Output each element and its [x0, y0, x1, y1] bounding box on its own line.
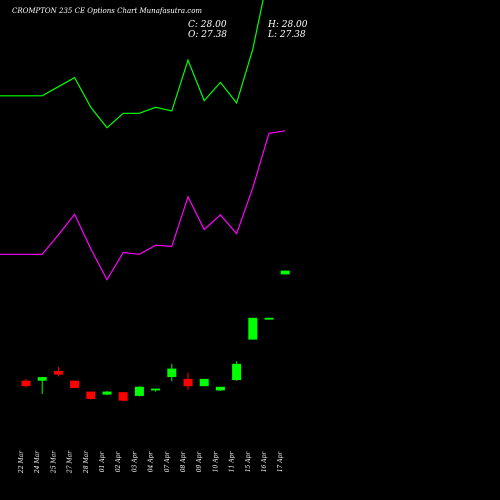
candle-body: [264, 317, 274, 320]
candle: [280, 270, 290, 275]
candle-body: [134, 386, 144, 396]
x-tick-label: 28 Mar: [83, 450, 90, 474]
candle-body: [199, 378, 209, 387]
candle-body: [232, 363, 242, 381]
open-value: O: 27.38: [188, 30, 227, 40]
x-tick-label: 03 Apr: [131, 451, 138, 473]
candle: [53, 366, 63, 377]
candle-body: [102, 391, 112, 395]
candle: [264, 317, 274, 320]
x-tick-label: 25 Mar: [50, 450, 57, 474]
candle: [118, 392, 128, 402]
close-value: C: 28.00: [188, 20, 227, 30]
candle: [21, 378, 31, 388]
candle-body: [248, 317, 258, 340]
candle-body: [215, 386, 225, 391]
candle: [102, 391, 112, 396]
x-tick-label: 17 Apr: [277, 451, 284, 473]
candle: [183, 372, 193, 390]
candle-body: [183, 378, 193, 387]
candles: [21, 270, 290, 402]
candle: [70, 380, 80, 388]
candle-body: [21, 380, 31, 387]
candle: [86, 391, 96, 400]
high-value: H: 28.00: [267, 20, 308, 30]
x-tick-label: 02 Apr: [115, 451, 122, 473]
x-tick-label: 16 Apr: [261, 451, 268, 473]
x-tick-label: 04 Apr: [148, 451, 155, 473]
x-tick-label: 01 Apr: [99, 451, 106, 473]
x-tick-label: 27 Mar: [67, 450, 74, 474]
candle: [151, 388, 161, 392]
x-tick-label: 08 Apr: [180, 451, 187, 473]
candle-body: [167, 368, 177, 378]
candle: [232, 361, 242, 381]
candle-body: [86, 391, 96, 399]
candle-body: [118, 392, 128, 401]
x-tick-label: 15 Apr: [245, 451, 252, 473]
candle-body: [280, 270, 290, 275]
candle: [167, 363, 177, 382]
candle: [248, 317, 258, 340]
low-value: L: 27.38: [267, 30, 306, 40]
indicator-lines: [0, 0, 286, 281]
x-tick-label: 09 Apr: [196, 451, 203, 473]
candle-body: [37, 377, 47, 381]
x-tick-label: 07 Apr: [164, 451, 171, 473]
indicator-line-1: [0, 0, 264, 129]
candle-body: [53, 371, 63, 375]
x-axis-ticks: 22 Mar 24 Mar 25 Mar 27 Mar 28 Mar 01 Apr 02 A…: [18, 450, 284, 474]
candle-body: [151, 388, 161, 391]
candle: [134, 386, 144, 397]
candle: [215, 386, 225, 391]
chart-title: CROMPTON 235 CE Options Chart Munafasutr…: [12, 7, 202, 15]
x-tick-label: 24 Mar: [34, 450, 41, 474]
x-tick-label: 22 Mar: [18, 450, 25, 474]
x-tick-label: 10 Apr: [212, 451, 219, 473]
indicator-line-2: [0, 130, 286, 281]
x-tick-label: 11 Apr: [229, 451, 236, 473]
candle: [37, 377, 47, 394]
candle: [199, 378, 209, 387]
candle-body: [70, 380, 80, 388]
